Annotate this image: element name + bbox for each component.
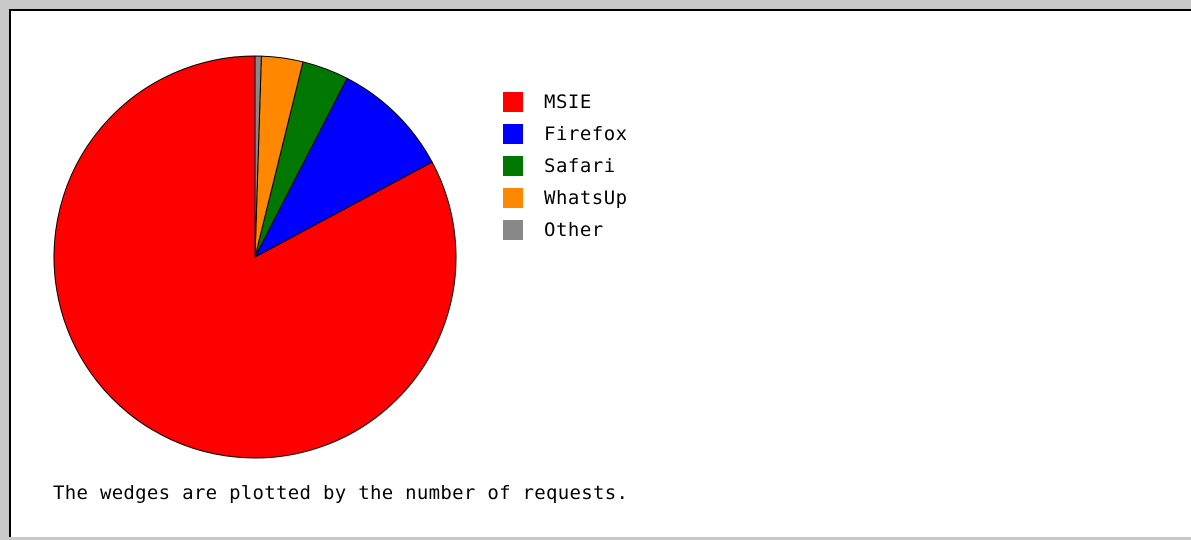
legend-label-other: Other — [544, 219, 604, 241]
legend: MSIE Firefox Safari WhatsUp Other — [503, 86, 628, 246]
legend-swatch-safari — [503, 156, 523, 176]
chart-footnote: The wedges are plotted by the number of … — [53, 482, 629, 504]
pie-slice-other — [254, 55, 262, 258]
legend-item-safari: Safari — [503, 150, 628, 182]
pie-slice-firefox — [254, 77, 433, 258]
legend-item-whatsup: WhatsUp — [503, 182, 628, 214]
legend-item-other: Other — [503, 214, 628, 246]
legend-label-whatsup: WhatsUp — [544, 187, 628, 209]
legend-swatch-msie — [503, 92, 523, 112]
legend-swatch-other — [503, 220, 523, 240]
legend-swatch-whatsup — [503, 188, 523, 208]
legend-swatch-firefox — [503, 124, 523, 144]
legend-label-msie: MSIE — [544, 91, 592, 113]
legend-item-firefox: Firefox — [503, 118, 628, 150]
legend-item-msie: MSIE — [503, 86, 628, 118]
legend-label-safari: Safari — [544, 155, 616, 177]
legend-label-firefox: Firefox — [544, 123, 628, 145]
